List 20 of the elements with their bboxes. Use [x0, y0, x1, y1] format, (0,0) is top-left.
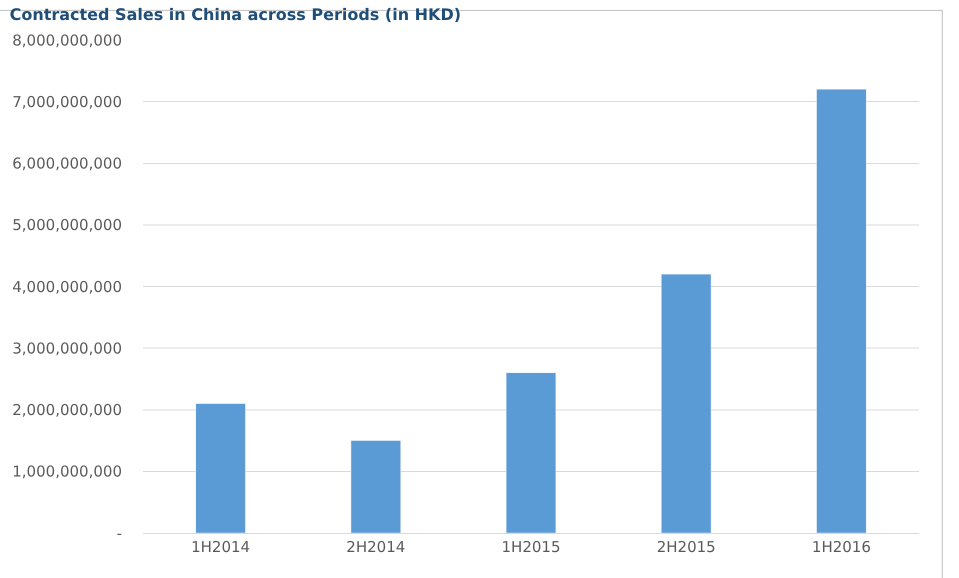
x-tick-label: 1H2016 [812, 538, 871, 556]
y-tick-label: 2,000,000,000 [12, 401, 122, 419]
bar [506, 372, 556, 533]
x-tick-label: 1H2015 [502, 538, 560, 556]
bar [196, 403, 246, 533]
y-tick-label: 3,000,000,000 [12, 339, 122, 358]
y-tick-label: 4,000,000,000 [12, 278, 122, 296]
bar [661, 274, 712, 533]
y-tick-label: - [116, 524, 122, 542]
y-tick-label: 7,000,000,000 [12, 92, 122, 111]
y-tick-label: 5,000,000,000 [12, 216, 122, 234]
y-tick-label: 8,000,000,000 [12, 31, 122, 50]
y-tick-label: 6,000,000,000 [12, 154, 122, 172]
x-tick-label: 2H2015 [656, 538, 716, 556]
bar [816, 89, 866, 533]
chart-title: Contracted Sales in China across Periods (in HKD) [10, 4, 462, 24]
bar [350, 440, 401, 533]
y-tick-label: 1,000,000,000 [12, 462, 122, 481]
x-tick-label: 1H2014 [191, 538, 250, 556]
x-tick-label: 2H2014 [346, 538, 406, 556]
